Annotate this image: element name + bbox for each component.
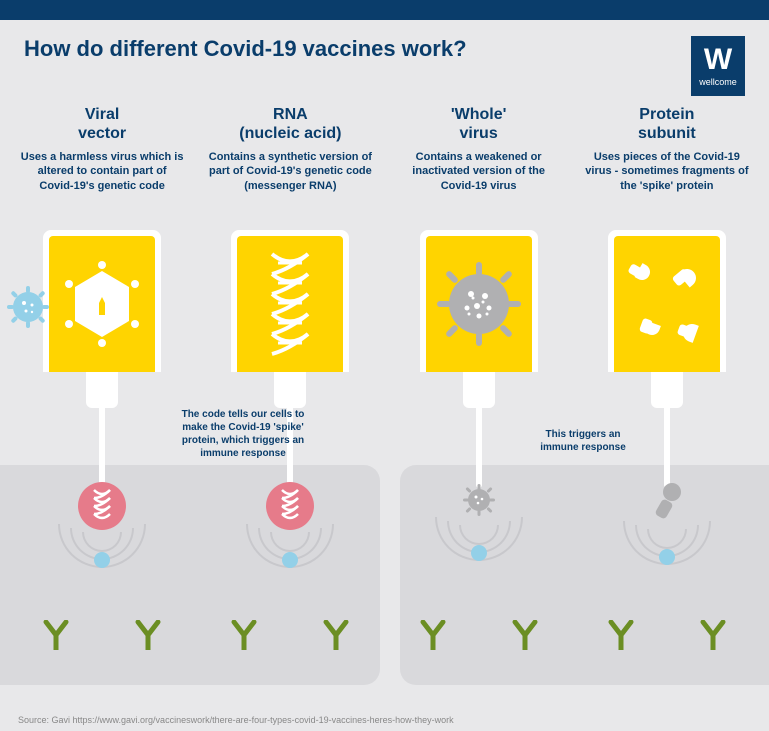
col-title: RNA (nucleic acid) bbox=[239, 104, 341, 144]
source-text: Source: Gavi https://www.gavi.org/vaccin… bbox=[18, 715, 454, 725]
page-title: How do different Covid-19 vaccines work? bbox=[24, 36, 467, 62]
wellcome-logo: W wellcome bbox=[691, 36, 745, 96]
header: How do different Covid-19 vaccines work?… bbox=[0, 20, 769, 104]
fluid-hexagon-virus-icon bbox=[49, 236, 155, 372]
col-rna: RNA (nucleic acid) Contains a synthetic … bbox=[196, 104, 384, 664]
callout-left: The code tells our cells to make the Cov… bbox=[178, 408, 308, 460]
columns: Viral vector Uses a harmless virus which… bbox=[0, 104, 769, 664]
col-desc: Contains a weakened or inactivated versi… bbox=[385, 150, 573, 226]
col-desc: Uses a harmless virus which is altered t… bbox=[8, 150, 196, 226]
antibodies-icon bbox=[42, 620, 162, 650]
signal-arcs bbox=[240, 526, 340, 576]
col-whole-virus: 'Whole' virus Contains a weakened or ina… bbox=[385, 104, 573, 664]
output-pink-rna-icon bbox=[78, 482, 126, 530]
side-virus-icon bbox=[6, 285, 50, 334]
logo-letter: W bbox=[704, 45, 732, 75]
col-title: Viral vector bbox=[78, 104, 126, 144]
callout-right: This triggers an immune response bbox=[538, 428, 628, 454]
antibodies-icon bbox=[230, 620, 350, 650]
fluid-gray-virus-icon bbox=[426, 236, 532, 372]
syringe bbox=[414, 230, 544, 490]
col-desc: Contains a synthetic version of part of … bbox=[196, 150, 384, 226]
signal-arcs bbox=[52, 526, 152, 576]
signal-arcs bbox=[617, 523, 717, 573]
logo-text: wellcome bbox=[699, 77, 737, 87]
output-pink-rna-icon bbox=[266, 482, 314, 530]
fluid-rna-strand-icon bbox=[237, 236, 343, 372]
antibodies-icon bbox=[419, 620, 539, 650]
top-bar bbox=[0, 0, 769, 20]
fluid-spike-pieces-icon bbox=[614, 236, 720, 372]
col-title: Protein subunit bbox=[638, 104, 696, 144]
col-desc: Uses pieces of the Covid-19 virus - some… bbox=[573, 150, 761, 226]
col-viral-vector: Viral vector Uses a harmless virus which… bbox=[8, 104, 196, 664]
syringe bbox=[37, 230, 167, 490]
col-title: 'Whole' virus bbox=[451, 104, 507, 144]
signal-arcs bbox=[429, 519, 529, 569]
antibodies-icon bbox=[607, 620, 727, 650]
col-protein-subunit: Protein subunit Uses pieces of the Covid… bbox=[573, 104, 761, 664]
